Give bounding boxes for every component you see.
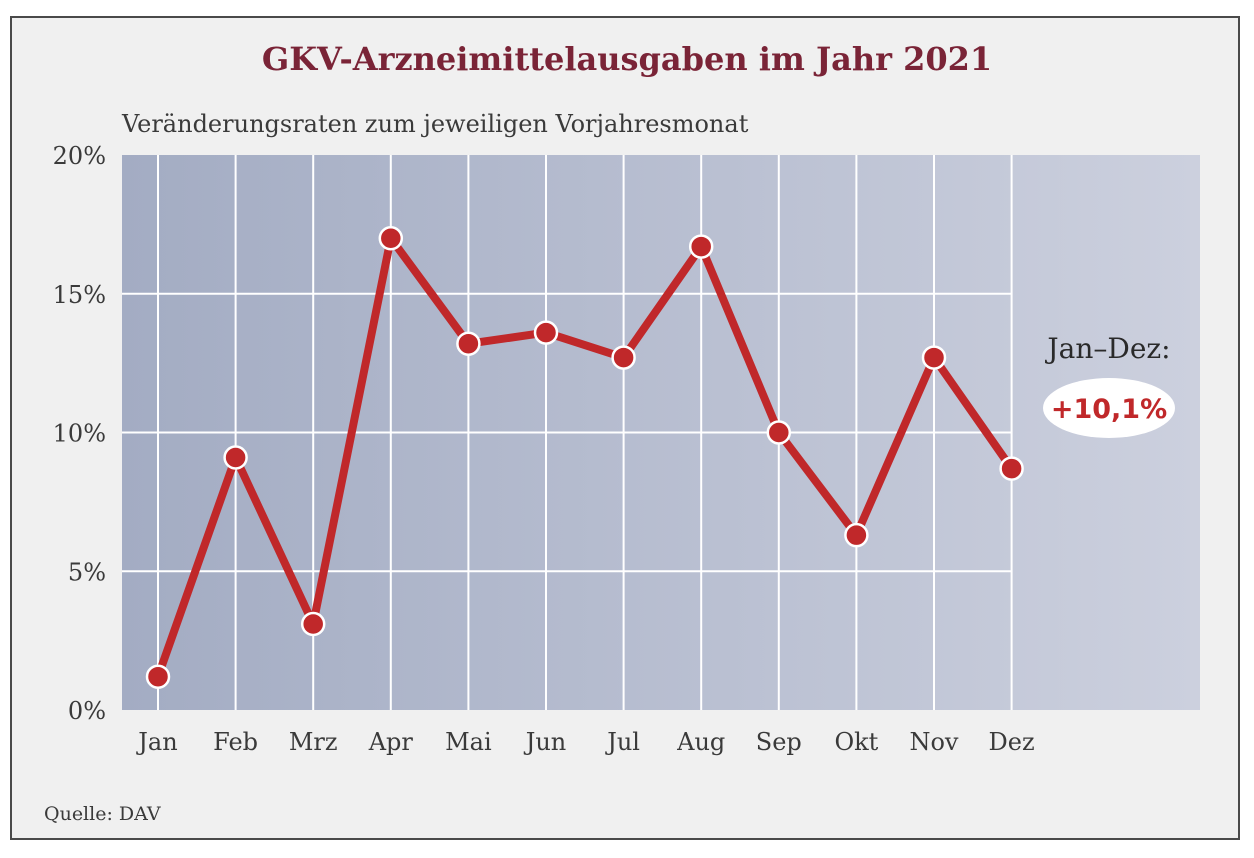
y-tick-label: 5% <box>68 558 106 586</box>
data-point <box>378 226 404 251</box>
source-note: Quelle: DAV <box>44 803 161 825</box>
x-tick-label: Okt <box>834 728 878 756</box>
x-tick-label: Jan <box>135 728 177 756</box>
data-point <box>688 234 714 259</box>
data-point <box>844 522 869 548</box>
series-line <box>145 226 1024 689</box>
grid-lines <box>122 155 1013 710</box>
chart-subtitle: Veränderungsraten zum jeweiligen Vorjahr… <box>121 110 749 138</box>
x-tick-label: Dez <box>989 728 1035 756</box>
data-point <box>766 420 792 445</box>
summary-value: +10,1% <box>1051 394 1167 425</box>
summary-bubble <box>1043 378 1175 438</box>
y-tick-label: 10% <box>53 420 106 448</box>
data-point <box>145 664 171 689</box>
chart-frame: GKV-Arzneimittelausgaben im Jahr 2021 Ve… <box>10 16 1240 840</box>
series-polyline <box>154 234 1016 681</box>
y-tick-label: 0% <box>68 697 106 725</box>
y-axis-ticks: 0% 5% 10% 15% 20% <box>53 142 106 725</box>
data-point <box>223 445 248 470</box>
x-axis-ticks: Jan Feb Mrz Apr Mai Jun Jul Aug Sep Okt Nov Dez <box>135 728 1034 756</box>
x-tick-label: Nov <box>909 728 958 756</box>
x-tick-label: Jul <box>604 728 640 756</box>
summary-annotation: Jan–Dez: +10,1% <box>1043 332 1175 438</box>
data-point <box>300 611 326 637</box>
chart-title: GKV-Arzneimittelausgaben im Jahr 2021 <box>262 40 992 78</box>
x-tick-label: Feb <box>213 728 258 756</box>
data-point <box>999 456 1024 481</box>
y-tick-label: 15% <box>53 281 106 309</box>
x-tick-label: Sep <box>756 728 802 756</box>
x-tick-label: Mai <box>445 728 492 756</box>
x-tick-label: Aug <box>676 728 725 756</box>
data-point <box>533 320 559 345</box>
summary-label: Jan–Dez: <box>1044 332 1170 365</box>
x-tick-label: Jun <box>523 728 567 756</box>
x-tick-label: Mrz <box>289 728 338 756</box>
y-tick-label: 20% <box>53 142 106 170</box>
data-point <box>456 331 481 356</box>
x-tick-label: Apr <box>368 728 414 756</box>
line-chart: GKV-Arzneimittelausgaben im Jahr 2021 Ve… <box>44 40 1200 825</box>
data-point <box>611 345 636 370</box>
data-point <box>921 345 947 370</box>
